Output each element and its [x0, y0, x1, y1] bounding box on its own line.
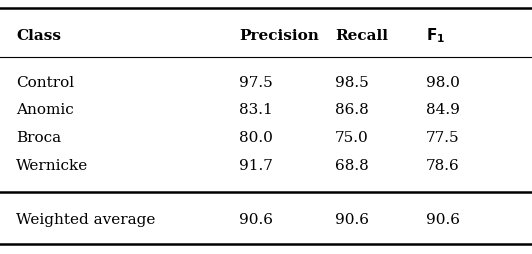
Text: 91.7: 91.7 [239, 159, 273, 173]
Text: Broca: Broca [16, 131, 61, 146]
Text: 78.6: 78.6 [426, 159, 459, 173]
Text: Recall: Recall [335, 28, 388, 43]
Text: 97.5: 97.5 [239, 75, 273, 90]
Text: $\mathbf{F_1}$: $\mathbf{F_1}$ [426, 26, 445, 45]
Text: 68.8: 68.8 [335, 159, 369, 173]
Text: Class: Class [16, 28, 61, 43]
Text: 90.6: 90.6 [239, 213, 273, 227]
Text: 83.1: 83.1 [239, 103, 273, 118]
Text: 98.0: 98.0 [426, 75, 460, 90]
Text: Precision: Precision [239, 28, 319, 43]
Text: 86.8: 86.8 [335, 103, 369, 118]
Text: 90.6: 90.6 [335, 213, 369, 227]
Text: Weighted average: Weighted average [16, 213, 155, 227]
Text: Anomic: Anomic [16, 103, 74, 118]
Text: 84.9: 84.9 [426, 103, 460, 118]
Text: 98.5: 98.5 [335, 75, 369, 90]
Text: 80.0: 80.0 [239, 131, 273, 146]
Text: 90.6: 90.6 [426, 213, 460, 227]
Text: Wernicke: Wernicke [16, 159, 88, 173]
Text: Control: Control [16, 75, 74, 90]
Text: 75.0: 75.0 [335, 131, 369, 146]
Text: 77.5: 77.5 [426, 131, 459, 146]
